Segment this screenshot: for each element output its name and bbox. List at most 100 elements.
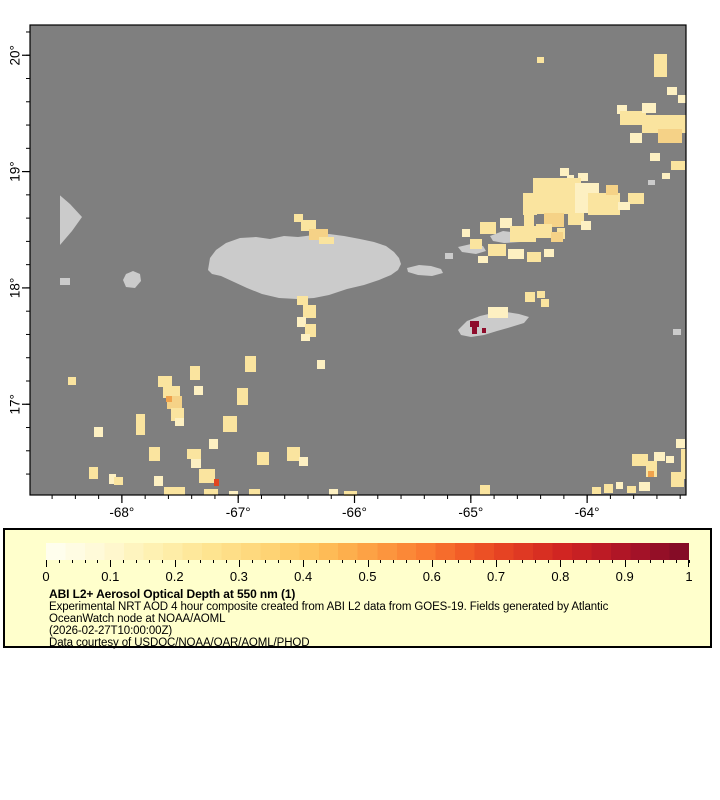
lon-tick-label: -66° — [342, 505, 367, 520]
aod-pixel — [620, 111, 646, 125]
aod-pixel — [671, 472, 684, 487]
colorbar-minor-tick — [521, 560, 523, 563]
colorbar-minor-tick — [663, 560, 665, 563]
aod-pixel — [510, 226, 536, 242]
aod-pixel — [616, 482, 623, 489]
aod-pixel — [632, 454, 648, 466]
aod-pixel — [642, 115, 686, 133]
aod-pixel — [581, 221, 591, 230]
colorbar-minor-tick — [483, 560, 485, 563]
aod-pixel — [480, 485, 490, 495]
legend-timestamp: (2026-02-27T10:00:00Z) — [49, 625, 173, 637]
colorbar-major-tick — [174, 560, 176, 567]
aod-pixel — [190, 366, 200, 380]
colorbar-minor-tick — [676, 560, 678, 563]
aod-pixel — [650, 153, 660, 161]
colorbar-minor-tick — [84, 560, 86, 563]
landmass-saba — [673, 329, 681, 335]
aod-pixel — [627, 486, 636, 493]
colorbar-minor-tick — [637, 560, 639, 563]
lon-tick-label: -67° — [226, 505, 251, 520]
aod-pixel — [537, 291, 545, 298]
aod-pixel — [676, 439, 685, 448]
landmass-puerto-rico — [208, 234, 401, 299]
aod-pixel — [537, 57, 544, 63]
colorbar-minor-tick — [187, 560, 189, 563]
aod-pixel — [470, 321, 479, 327]
colorbar-minor-tick — [534, 560, 536, 563]
colorbar-minor-tick — [251, 560, 253, 563]
aod-pixel — [209, 439, 218, 449]
aod-pixel — [592, 487, 601, 494]
aod-pixel — [560, 168, 569, 176]
aod-pixel — [319, 237, 334, 244]
colorbar-major-tick — [238, 560, 240, 567]
aod-pixel — [299, 457, 308, 466]
colorbar-minor-tick — [213, 560, 215, 563]
lat-tick-label: 19° — [8, 161, 23, 181]
aod-pixel — [470, 239, 482, 249]
aod-pixel — [462, 229, 470, 237]
aod-pixel — [154, 476, 163, 486]
aod-pixel — [654, 452, 665, 461]
colorbar-minor-tick — [290, 560, 292, 563]
aod-pixel — [568, 213, 584, 225]
aod-pixel — [523, 193, 537, 215]
aod-pixel — [301, 334, 310, 341]
colorbar-tick-label: 0.6 — [422, 569, 441, 584]
colorbar-minor-tick — [264, 560, 266, 563]
lat-tick-label: 18° — [8, 278, 23, 298]
colorbar-minor-tick — [470, 560, 472, 563]
colorbar-minor-tick — [689, 560, 690, 563]
aod-pixel — [527, 252, 541, 262]
legend-desc-line2: OceanWatch node at NOAA/AOML — [49, 613, 226, 625]
aod-pixel — [294, 214, 303, 222]
colorbar-minor-tick — [380, 560, 382, 563]
lon-tick-label: -64° — [575, 505, 600, 520]
aod-pixel — [541, 299, 549, 307]
colorbar-major-tick — [624, 560, 626, 567]
aod-pixel — [249, 489, 260, 495]
colorbar-minor-tick — [393, 560, 395, 563]
colorbar-major-tick — [110, 560, 112, 567]
colorbar-minor-tick — [586, 560, 588, 563]
aod-pixel — [500, 218, 512, 228]
aod-pixel — [303, 305, 316, 318]
colorbar-minor-tick — [457, 560, 459, 563]
colorbar-tick-label: 0.1 — [101, 569, 120, 584]
colorbar-major-tick — [367, 560, 369, 567]
landmass-hispaniola-east — [60, 195, 82, 245]
colorbar-minor-tick — [136, 560, 137, 563]
aod-pixel — [305, 324, 316, 337]
landmass-saona-islet — [60, 278, 70, 285]
aod-pixel — [149, 447, 160, 461]
colorbar-gradient — [46, 543, 689, 560]
aod-pixel — [658, 129, 682, 143]
colorbar-major-tick — [303, 560, 305, 567]
aod-pixel — [648, 471, 654, 477]
colorbar-tick-label: 0.9 — [615, 569, 634, 584]
aod-pixel — [544, 213, 564, 227]
colorbar-minor-tick — [148, 560, 150, 563]
aod-pixel — [478, 256, 488, 263]
colorbar-tick-label: 0.2 — [165, 569, 184, 584]
aod-pixel — [671, 161, 685, 170]
aod-pixel — [166, 396, 172, 402]
aod-pixel — [317, 360, 325, 369]
colorbar-major-tick — [688, 560, 689, 567]
aod-pixel — [662, 173, 670, 179]
colorbar-major-tick — [560, 560, 562, 567]
lon-tick-label: -68° — [109, 505, 134, 520]
aod-pixel — [678, 95, 686, 103]
lat-tick-label: 20° — [8, 45, 23, 65]
aod-pixel — [297, 317, 306, 327]
aod-pixel — [667, 87, 677, 95]
aod-pixel — [301, 220, 316, 231]
colorbar-major-tick — [496, 560, 498, 567]
aod-pixel — [551, 232, 563, 242]
colorbar-axis: 0 0.1 0.2 0.3 0.4 0.5 0.6 0.7 0.8 0.9 1 — [42, 560, 693, 584]
lon-tick-label: -65° — [458, 505, 483, 520]
colorbar-minor-tick — [341, 560, 343, 563]
aod-pixel — [480, 222, 496, 234]
